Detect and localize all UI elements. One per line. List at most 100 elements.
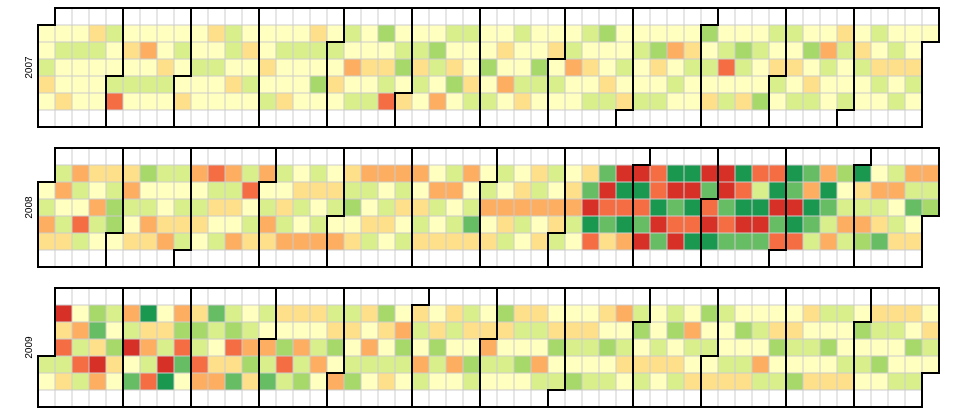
- day-value: [88, 215, 107, 234]
- day-value: [394, 304, 413, 323]
- day-cell: [785, 7, 804, 26]
- day-value: [394, 24, 413, 43]
- day-value: [190, 355, 209, 374]
- day-value: [139, 338, 158, 357]
- day-value: [581, 355, 600, 374]
- day-value: [853, 164, 872, 183]
- day-value: [139, 181, 158, 200]
- day-value: [513, 58, 532, 77]
- day-value: [887, 41, 906, 60]
- day-value: [802, 215, 821, 234]
- day-value: [88, 232, 107, 251]
- day-value: [751, 24, 770, 43]
- day-value: [428, 24, 447, 43]
- day-cell: [870, 389, 889, 408]
- day-value: [445, 181, 464, 200]
- day-value: [190, 215, 209, 234]
- day-value: [479, 198, 498, 217]
- day-value: [513, 304, 532, 323]
- day-value: [224, 372, 243, 391]
- day-value: [343, 321, 362, 340]
- day-cell: [71, 249, 90, 268]
- day-value: [581, 338, 600, 357]
- day-value: [598, 215, 617, 234]
- day-value: [819, 304, 838, 323]
- day-cell: [836, 249, 855, 268]
- day-value: [683, 304, 702, 323]
- day-value: [139, 372, 158, 391]
- day-cell: [360, 109, 379, 128]
- day-cell: [615, 389, 634, 408]
- day-value: [530, 304, 549, 323]
- day-cell: [547, 287, 566, 306]
- day-value: [275, 355, 294, 374]
- day-value: [649, 338, 668, 357]
- day-cell: [207, 147, 226, 166]
- day-cell: [564, 249, 583, 268]
- day-cell: [547, 7, 566, 26]
- day-value: [411, 58, 430, 77]
- day-value: [156, 198, 175, 217]
- day-cell: [530, 147, 549, 166]
- day-value: [853, 58, 872, 77]
- day-value: [904, 181, 923, 200]
- day-value: [513, 92, 532, 111]
- day-value: [649, 24, 668, 43]
- day-cell: [122, 287, 141, 306]
- day-value: [496, 75, 515, 94]
- day-cell: [581, 249, 600, 268]
- day-cell: [224, 147, 243, 166]
- day-value: [37, 24, 56, 43]
- day-value: [275, 215, 294, 234]
- year-block: 2008: [24, 147, 940, 268]
- day-value: [377, 75, 396, 94]
- day-value: [445, 355, 464, 374]
- day-cell: [479, 7, 498, 26]
- day-value: [785, 372, 804, 391]
- day-value: [428, 215, 447, 234]
- day-cell: [649, 249, 668, 268]
- day-value: [734, 215, 753, 234]
- day-cell: [394, 147, 413, 166]
- day-cell: [819, 287, 838, 306]
- day-cell: [785, 287, 804, 306]
- day-cell: [904, 109, 923, 128]
- day-value: [156, 304, 175, 323]
- day-cell: [462, 249, 481, 268]
- day-value: [666, 181, 685, 200]
- day-cell: [649, 389, 668, 408]
- day-cell: [513, 389, 532, 408]
- day-value: [819, 198, 838, 217]
- day-value: [632, 75, 651, 94]
- day-value: [649, 181, 668, 200]
- day-cell: [921, 287, 940, 306]
- day-cell: [836, 389, 855, 408]
- day-value: [207, 181, 226, 200]
- day-value: [326, 41, 345, 60]
- day-value: [921, 181, 940, 200]
- day-value: [666, 372, 685, 391]
- day-value: [275, 372, 294, 391]
- day-value: [717, 58, 736, 77]
- day-cell: [496, 147, 515, 166]
- day-value: [768, 58, 787, 77]
- day-value: [360, 92, 379, 111]
- day-value: [751, 215, 770, 234]
- day-value: [479, 338, 498, 357]
- day-value: [37, 372, 56, 391]
- day-value: [853, 75, 872, 94]
- day-value: [751, 58, 770, 77]
- day-value: [734, 24, 753, 43]
- day-value: [394, 321, 413, 340]
- day-cell: [105, 249, 124, 268]
- day-value: [700, 24, 719, 43]
- day-value: [496, 24, 515, 43]
- day-value: [462, 164, 481, 183]
- day-cell: [71, 287, 90, 306]
- day-cell: [394, 109, 413, 128]
- day-cell: [360, 249, 379, 268]
- day-cell: [530, 249, 549, 268]
- day-value: [870, 304, 889, 323]
- day-value: [479, 41, 498, 60]
- day-cell: [224, 287, 243, 306]
